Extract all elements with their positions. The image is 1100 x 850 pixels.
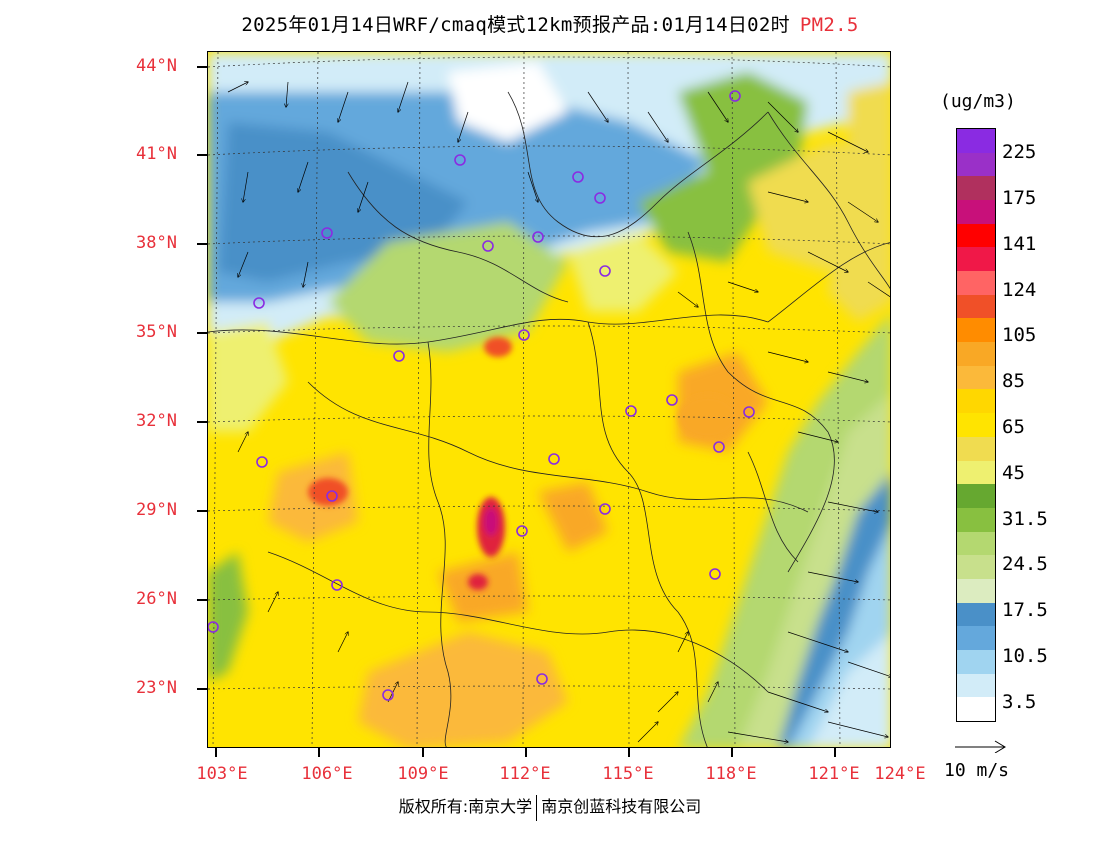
wind-vectors	[227, 82, 890, 742]
lat-tick	[197, 688, 207, 690]
lat-label: 38°N	[136, 233, 177, 253]
legend-swatch	[957, 649, 995, 675]
lat-label: 35°N	[136, 322, 177, 342]
lon-tick	[318, 748, 320, 757]
legend-swatch	[957, 531, 995, 556]
province-boundaries	[208, 91, 890, 747]
concentration-field	[208, 52, 890, 747]
lon-tick	[422, 748, 424, 757]
lat-tick	[197, 510, 207, 512]
lon-tick	[834, 748, 836, 757]
legend-swatch	[957, 697, 995, 722]
wind-reference-arrow	[955, 740, 1006, 753]
lat-tick	[197, 154, 207, 156]
legend-swatch	[957, 484, 995, 509]
legend-unit: (ug/m3)	[940, 91, 1016, 112]
title-product: PM2.5	[799, 14, 859, 36]
wind-reference-label: 10 m/s	[944, 760, 1010, 781]
legend-swatch	[957, 365, 995, 390]
color-scale	[956, 128, 996, 722]
pm25-forecast-map	[207, 51, 891, 748]
legend-label: 85	[1002, 370, 1025, 392]
lat-label: 23°N	[136, 678, 177, 698]
legend-swatch	[957, 271, 995, 296]
lon-label: 124°E	[874, 764, 926, 784]
legend-label: 225	[1002, 141, 1037, 163]
legend-swatch	[957, 318, 995, 343]
legend-swatch	[957, 294, 995, 319]
lat-label: 44°N	[136, 56, 177, 76]
lon-tick	[731, 748, 733, 757]
legend-label: 24.5	[1002, 553, 1048, 575]
lat-label: 29°N	[136, 500, 177, 520]
legend-swatch	[957, 176, 995, 201]
lon-label: 112°E	[499, 764, 551, 784]
legend-label: 31.5	[1002, 508, 1048, 530]
lat-tick	[197, 243, 207, 245]
lat-label: 26°N	[136, 589, 177, 609]
legend-swatch	[957, 413, 995, 438]
lon-tick	[525, 748, 527, 757]
legend-swatch	[957, 626, 995, 651]
lon-tick	[215, 748, 217, 757]
legend-label: 65	[1002, 416, 1025, 438]
city-markers	[208, 90, 755, 701]
lat-tick	[197, 66, 207, 68]
legend-swatch	[957, 507, 995, 533]
legend-label: 124	[1002, 279, 1037, 301]
legend-label: 141	[1002, 233, 1037, 255]
lon-label: 115°E	[602, 764, 654, 784]
legend-swatch	[957, 223, 995, 248]
legend-label: 10.5	[1002, 645, 1048, 667]
legend-swatch	[957, 152, 995, 177]
legend-swatch	[957, 200, 995, 225]
copyright-company: 南京创蓝科技有限公司	[541, 797, 702, 816]
legend-label: 45	[1002, 462, 1025, 484]
legend-swatch	[957, 342, 995, 367]
legend-swatch	[957, 436, 995, 461]
lat-label: 32°N	[136, 411, 177, 431]
legend-swatch	[957, 129, 995, 154]
lon-label: 118°E	[705, 764, 757, 784]
lat-tick	[197, 599, 207, 601]
legend-swatch	[957, 578, 995, 604]
lon-tick	[628, 748, 630, 757]
legend-swatch	[957, 460, 995, 485]
legend-swatch	[957, 602, 995, 627]
lat-label: 41°N	[136, 144, 177, 164]
lat-tick	[197, 332, 207, 334]
lon-label: 103°E	[196, 764, 248, 784]
copyright-footer: 版权所有:南京大学 南京创蓝科技有限公司	[0, 793, 1100, 821]
legend-label: 105	[1002, 324, 1037, 346]
legend-swatch	[957, 389, 995, 414]
footer-divider	[536, 794, 538, 821]
legend-label: 175	[1002, 187, 1037, 209]
legend-swatch	[957, 247, 995, 272]
lon-label: 106°E	[301, 764, 353, 784]
lon-label: 109°E	[397, 764, 449, 784]
legend-label: 3.5	[1002, 691, 1037, 713]
lon-label: 121°E	[808, 764, 860, 784]
title-main: 2025年01月14日WRF/cmaq模式12km预报产品:01月14日02时	[241, 14, 790, 36]
graticule	[208, 52, 890, 747]
lat-tick	[197, 421, 207, 423]
legend-swatch	[957, 555, 995, 580]
copyright-owner: 版权所有:南京大学	[398, 797, 533, 816]
legend-swatch	[957, 673, 995, 698]
chart-title: 2025年01月14日WRF/cmaq模式12km预报产品:01月14日02时 P…	[0, 10, 1100, 37]
map-canvas	[208, 52, 890, 747]
legend-label: 17.5	[1002, 599, 1048, 621]
